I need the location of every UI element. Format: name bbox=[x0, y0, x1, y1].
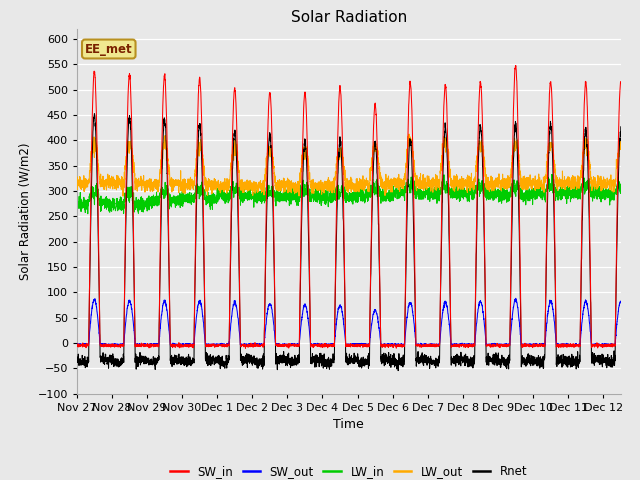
Rnet bbox=[335, 146, 343, 152]
LW_in bbox=[381, 192, 388, 198]
LW_in bbox=[320, 194, 328, 200]
LW_in bbox=[502, 192, 510, 198]
SW_out bbox=[612, 324, 620, 330]
Title: Solar Radiation: Solar Radiation bbox=[291, 10, 407, 25]
LW_out bbox=[320, 184, 328, 190]
LW_out bbox=[73, 177, 81, 182]
X-axis label: Time: Time bbox=[333, 418, 364, 431]
LW_out bbox=[612, 164, 620, 170]
SW_in bbox=[242, 346, 250, 351]
Rnet bbox=[91, 111, 99, 117]
SW_out bbox=[244, 343, 252, 348]
SW_out bbox=[617, 300, 625, 305]
SW_out bbox=[502, 341, 510, 347]
Line: LW_out: LW_out bbox=[77, 134, 621, 196]
SW_in bbox=[512, 63, 520, 69]
LW_out bbox=[308, 184, 316, 190]
LW_in bbox=[617, 191, 625, 196]
SW_in bbox=[502, 343, 510, 348]
SW_out bbox=[73, 341, 81, 347]
LW_out bbox=[502, 179, 510, 184]
Line: SW_in: SW_in bbox=[77, 66, 621, 348]
LW_out bbox=[617, 142, 625, 147]
LW_in bbox=[335, 193, 343, 199]
Rnet bbox=[612, 261, 620, 267]
SW_out bbox=[320, 342, 328, 348]
SW_in bbox=[308, 342, 316, 348]
SW_out bbox=[512, 295, 520, 301]
Rnet bbox=[73, 358, 81, 364]
Rnet bbox=[394, 368, 402, 373]
Legend: SW_in, SW_out, LW_in, LW_out, Rnet: SW_in, SW_out, LW_in, LW_out, Rnet bbox=[166, 460, 532, 480]
LW_out bbox=[405, 131, 413, 137]
Line: Rnet: Rnet bbox=[77, 114, 621, 371]
Rnet bbox=[502, 356, 510, 362]
LW_in bbox=[548, 172, 556, 178]
SW_in bbox=[381, 343, 388, 349]
SW_in bbox=[320, 341, 328, 347]
SW_in bbox=[612, 243, 620, 249]
Line: LW_in: LW_in bbox=[77, 175, 621, 214]
Rnet bbox=[320, 351, 328, 357]
LW_in bbox=[612, 190, 620, 195]
SW_out bbox=[335, 305, 343, 311]
Line: SW_out: SW_out bbox=[77, 298, 621, 346]
Text: EE_met: EE_met bbox=[85, 43, 132, 56]
Rnet bbox=[381, 358, 388, 363]
LW_out bbox=[381, 183, 388, 189]
SW_out bbox=[381, 341, 388, 347]
SW_in bbox=[617, 80, 625, 86]
LW_in bbox=[84, 211, 92, 216]
Rnet bbox=[308, 357, 316, 362]
SW_in bbox=[73, 342, 81, 348]
Y-axis label: Solar Radiation (W/m2): Solar Radiation (W/m2) bbox=[19, 143, 32, 280]
LW_in bbox=[308, 189, 316, 194]
LW_in bbox=[73, 197, 81, 203]
SW_in bbox=[335, 95, 343, 100]
SW_out bbox=[308, 341, 316, 347]
LW_out bbox=[335, 149, 343, 155]
Rnet bbox=[617, 124, 625, 130]
LW_out bbox=[119, 193, 127, 199]
